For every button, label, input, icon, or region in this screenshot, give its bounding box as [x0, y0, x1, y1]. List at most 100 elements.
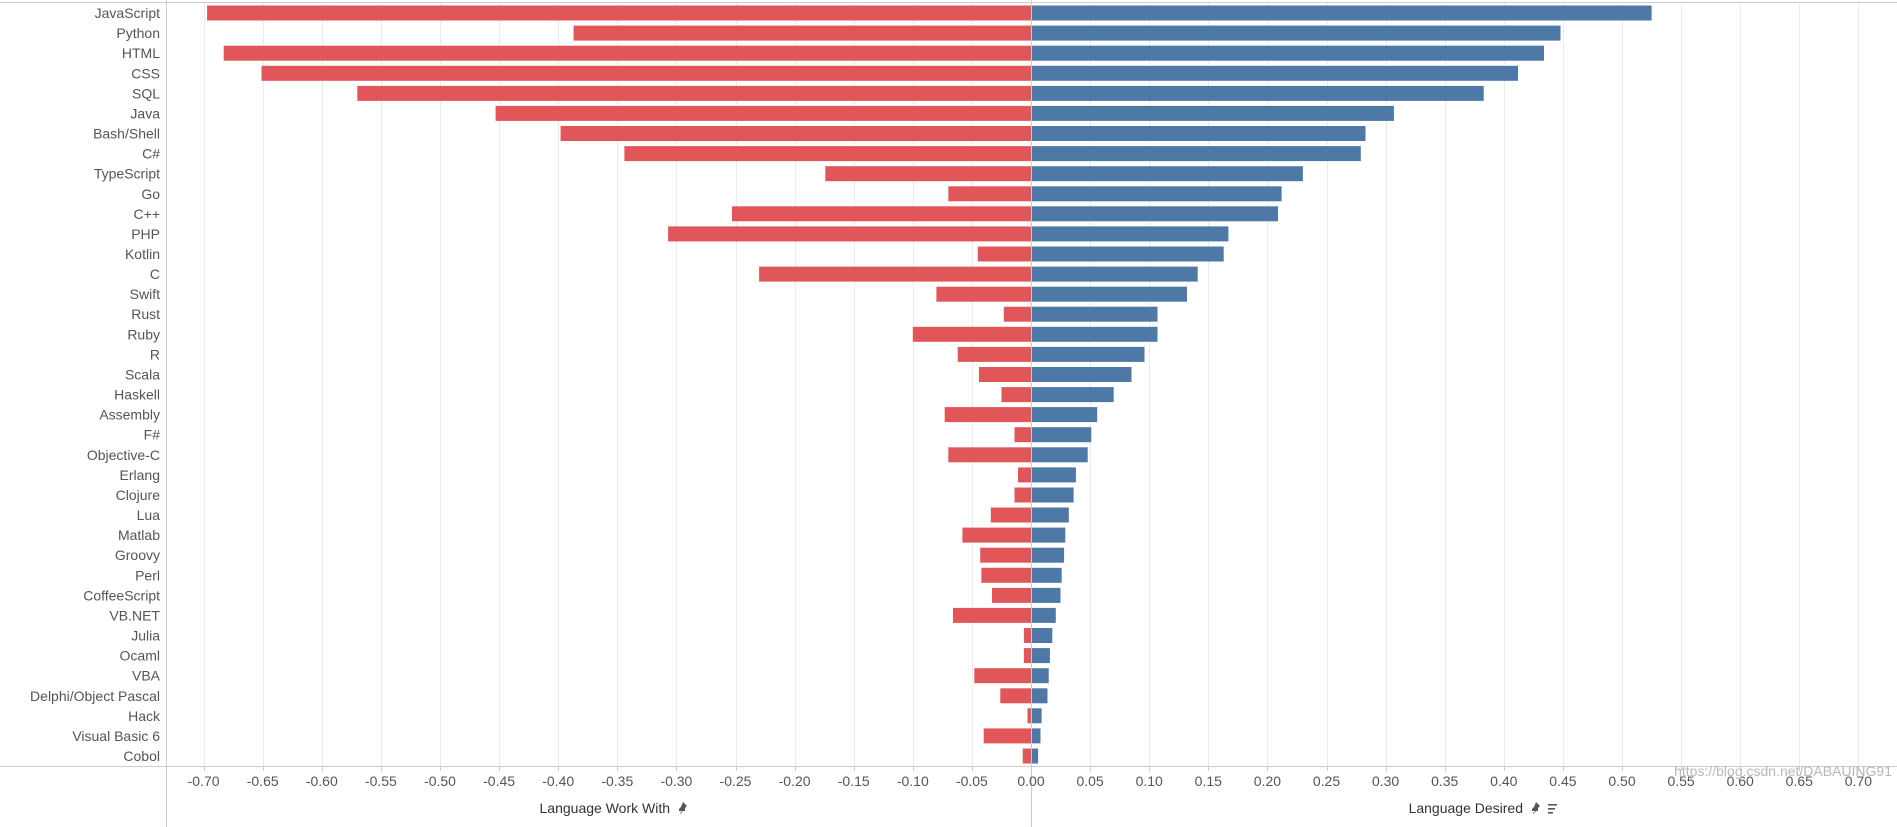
bar[interactable] [759, 266, 1031, 282]
bar[interactable] [948, 447, 1031, 463]
category-label: CoffeeScript [83, 587, 160, 603]
category-label: SQL [132, 85, 160, 101]
bar[interactable] [1023, 628, 1031, 643]
bar[interactable] [668, 226, 1031, 242]
bar[interactable] [495, 105, 1032, 121]
bar[interactable] [912, 326, 1031, 342]
bar[interactable] [573, 25, 1031, 41]
bar[interactable] [1031, 146, 1361, 162]
bar[interactable] [1031, 306, 1158, 322]
bar[interactable] [1031, 507, 1069, 523]
bar[interactable] [1014, 427, 1032, 443]
bar[interactable] [1031, 286, 1187, 302]
bar[interactable] [1022, 748, 1031, 764]
category-label: Bash/Shell [93, 126, 160, 142]
bar[interactable] [1031, 5, 1652, 21]
category-label: VBA [132, 668, 161, 684]
bar[interactable] [357, 85, 1031, 101]
bar[interactable] [1031, 226, 1229, 242]
bar[interactable] [1031, 547, 1065, 563]
bar[interactable] [962, 527, 1031, 543]
bar[interactable] [1000, 688, 1031, 704]
bar[interactable] [1031, 166, 1303, 182]
bar[interactable] [1031, 387, 1114, 403]
bar[interactable] [1023, 648, 1031, 664]
pin-icon[interactable] [679, 802, 687, 814]
bar[interactable] [624, 146, 1031, 162]
category-label: C# [142, 146, 160, 162]
category-label: Scala [125, 367, 160, 383]
bar[interactable] [1031, 447, 1088, 463]
tick-label: -0.30 [660, 773, 692, 789]
bar[interactable] [1031, 587, 1061, 603]
bar[interactable] [990, 507, 1031, 523]
bar[interactable] [1031, 487, 1074, 503]
bar[interactable] [1031, 527, 1066, 543]
category-label: Rust [131, 306, 160, 322]
bar[interactable] [1031, 105, 1394, 121]
category-label: Delphi/Object Pascal [30, 688, 160, 704]
tick-label: 0.15 [1195, 773, 1222, 789]
bar[interactable] [1031, 668, 1049, 684]
bar[interactable] [261, 65, 1032, 81]
bar[interactable] [983, 728, 1031, 744]
pin-icon[interactable] [1532, 802, 1540, 814]
bar[interactable] [1031, 246, 1224, 262]
bar[interactable] [1031, 85, 1484, 101]
bar[interactable] [992, 587, 1031, 603]
bar[interactable] [1014, 487, 1032, 503]
bar[interactable] [1031, 708, 1042, 724]
bar[interactable] [977, 246, 1031, 262]
bar[interactable] [1031, 186, 1282, 202]
tick-label: 0.00 [1017, 773, 1044, 789]
bar[interactable] [944, 407, 1031, 423]
bar[interactable] [1031, 688, 1048, 704]
tick-labels: -0.70 -0.65 -0.60 -0.55 -0.50 -0.45 -0.40 -0.35… [188, 773, 1873, 789]
bar[interactable] [732, 206, 1031, 222]
bar[interactable] [1031, 648, 1050, 664]
bar[interactable] [953, 607, 1031, 623]
bar[interactable] [1031, 45, 1544, 61]
bar[interactable] [1027, 708, 1032, 724]
bar[interactable] [1031, 628, 1053, 643]
bar[interactable] [957, 346, 1031, 362]
bar[interactable] [1031, 427, 1092, 443]
bar[interactable] [948, 186, 1031, 202]
category-label: C++ [134, 206, 160, 222]
bar[interactable] [1031, 367, 1132, 382]
bar[interactable] [560, 126, 1031, 141]
tick-label: 0.25 [1313, 773, 1340, 789]
category-label: R [150, 346, 160, 362]
bar[interactable] [1031, 25, 1561, 41]
bar[interactable] [1031, 326, 1158, 342]
bar[interactable] [1031, 728, 1041, 744]
bar[interactable] [825, 166, 1031, 182]
bar[interactable] [1031, 206, 1278, 222]
sort-icon[interactable] [1548, 804, 1557, 814]
category-label: Matlab [118, 527, 160, 543]
bar[interactable] [1031, 407, 1098, 423]
tick-label: -0.35 [601, 773, 633, 789]
bar[interactable] [1001, 387, 1032, 403]
bar[interactable] [1031, 346, 1145, 362]
bar[interactable] [974, 668, 1031, 684]
bar[interactable] [207, 5, 1032, 21]
tick-label: -0.20 [779, 773, 811, 789]
bar[interactable] [1031, 266, 1198, 282]
bar[interactable] [979, 367, 1031, 382]
bar[interactable] [1031, 607, 1056, 623]
bar[interactable] [1031, 126, 1366, 141]
bar[interactable] [1003, 306, 1031, 322]
bar[interactable] [1031, 748, 1039, 764]
bar[interactable] [1031, 567, 1062, 583]
category-label: F# [144, 427, 161, 443]
bar[interactable] [981, 567, 1031, 583]
tick-label: -0.65 [247, 773, 279, 789]
bar[interactable] [223, 45, 1031, 61]
bar[interactable] [980, 547, 1031, 563]
bar[interactable] [1031, 65, 1518, 81]
bar[interactable] [1031, 467, 1076, 483]
category-label: Assembly [99, 407, 160, 423]
bar[interactable] [1018, 467, 1031, 483]
bar[interactable] [936, 286, 1031, 302]
